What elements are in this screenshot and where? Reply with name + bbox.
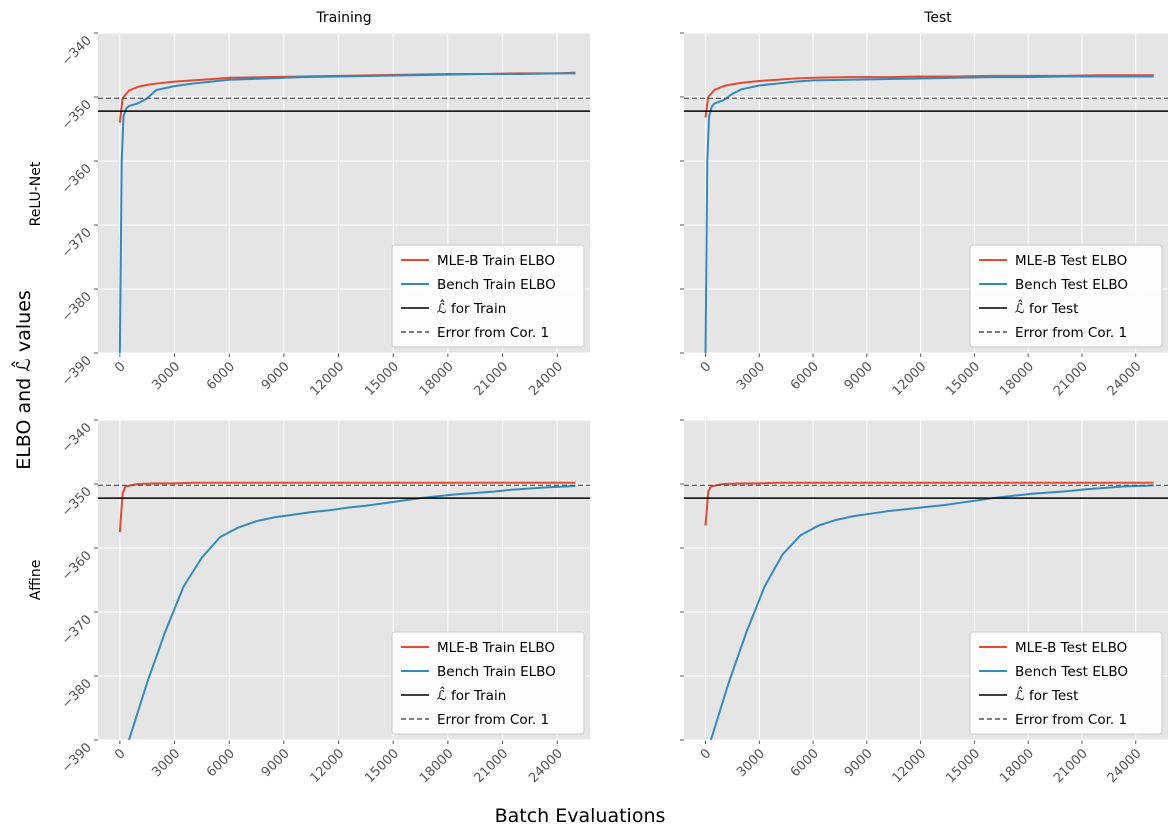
legend-entry-label: ℒ̂ for Train bbox=[437, 686, 506, 704]
x-tick-label: 24000 bbox=[526, 359, 566, 399]
y-tick-label: −390 bbox=[59, 740, 95, 776]
row-label-relu-net: ReLU-Net bbox=[28, 161, 44, 226]
series-line-bench-test-elbo bbox=[704, 75, 1154, 353]
legend-entry-label: ℒ̂ for Train bbox=[437, 299, 506, 317]
series-group bbox=[98, 481, 590, 740]
x-tick-label: 9000 bbox=[842, 746, 876, 780]
x-tick-label: 15000 bbox=[943, 746, 983, 786]
legend-entry-label: Error from Cor. 1 bbox=[1015, 712, 1127, 728]
y-tick-label: −360 bbox=[59, 161, 95, 197]
legend-entry-label: MLE-B Test ELBO bbox=[1015, 253, 1127, 269]
x-tick-label: 0 bbox=[698, 359, 714, 375]
legend: MLE-B Train ELBO Bench Train ELBO ℒ̂ for T… bbox=[391, 631, 585, 735]
x-tick-label: 0 bbox=[698, 746, 714, 762]
x-tick-label: 24000 bbox=[1105, 359, 1145, 399]
y-tick-label: −380 bbox=[59, 289, 95, 325]
y-tick-label: −370 bbox=[59, 225, 95, 261]
x-tick-label: 12000 bbox=[890, 746, 930, 786]
series-line-bench-train-elbo bbox=[118, 72, 576, 353]
series-group bbox=[684, 481, 1168, 740]
series-line-bench-train-elbo bbox=[128, 484, 576, 740]
y-tick-label: −360 bbox=[59, 548, 95, 584]
legend-entry-label: MLE-B Train ELBO bbox=[437, 253, 555, 269]
x-tick-label: 3000 bbox=[734, 746, 768, 780]
series-line-bench-test-elbo bbox=[709, 484, 1154, 740]
x-tick-label: 12000 bbox=[890, 359, 930, 399]
x-tick-label: 21000 bbox=[1051, 746, 1091, 786]
x-tick-label: 12000 bbox=[308, 746, 348, 786]
x-tick-label: 6000 bbox=[204, 746, 238, 780]
panel-relu-net-test: 0 3000 6000 9000 12000 15000 18000 21000 24000 ML… bbox=[680, 32, 1168, 399]
x-tick-label: 15000 bbox=[362, 359, 402, 399]
legend-entry-label: Bench Train ELBO bbox=[437, 277, 556, 293]
legend-box bbox=[969, 244, 1163, 348]
panel-affine-test: 0 3000 6000 9000 12000 15000 18000 21000 24000 ML… bbox=[680, 419, 1168, 786]
x-tick-label: 18000 bbox=[997, 359, 1037, 399]
legend-box bbox=[391, 631, 585, 735]
y-axis-label: ELBO and ℒ̂ values bbox=[11, 290, 35, 470]
legend-entry-label: Bench Test ELBO bbox=[1015, 277, 1128, 293]
x-axis-label: Batch Evaluations bbox=[495, 805, 666, 827]
legend: MLE-B Train ELBO Bench Train ELBO ℒ̂ for T… bbox=[391, 244, 585, 348]
x-tick-label: 21000 bbox=[1051, 359, 1091, 399]
x-tick-label: 18000 bbox=[417, 359, 457, 399]
legend-box bbox=[969, 631, 1163, 735]
panel-affine-training: 0 3000 6000 9000 12000 15000 18000 21000 24000 −3… bbox=[59, 419, 590, 786]
legend-entry-label: MLE-B Test ELBO bbox=[1015, 640, 1127, 656]
x-tick-label: 6000 bbox=[204, 359, 238, 393]
x-tick-label: 9000 bbox=[842, 359, 876, 393]
x-tick-label: 24000 bbox=[1105, 746, 1145, 786]
column-title-training: Training bbox=[315, 10, 371, 26]
y-tick-label: −350 bbox=[59, 97, 95, 133]
series-group bbox=[98, 71, 590, 353]
legend-entry-label: Error from Cor. 1 bbox=[437, 712, 549, 728]
legend-entry-label: ℒ̂ for Test bbox=[1015, 686, 1078, 704]
x-tick-label: 3000 bbox=[734, 359, 768, 393]
x-tick-label: 6000 bbox=[788, 746, 822, 780]
series-group bbox=[684, 74, 1168, 353]
x-tick-label: 3000 bbox=[149, 746, 183, 780]
column-title-test: Test bbox=[923, 10, 952, 26]
legend-entry-label: Error from Cor. 1 bbox=[1015, 325, 1127, 341]
x-tick-label: 21000 bbox=[472, 359, 512, 399]
y-tick-label: −390 bbox=[59, 353, 95, 389]
y-tick-label: −350 bbox=[59, 484, 95, 520]
legend-entry-label: ℒ̂ for Test bbox=[1015, 299, 1078, 317]
row-label-affine: Affine bbox=[28, 560, 44, 601]
y-tick-label: −380 bbox=[59, 676, 95, 712]
x-tick-label: 12000 bbox=[308, 359, 348, 399]
x-tick-label: 9000 bbox=[259, 746, 293, 780]
x-tick-label: 0 bbox=[112, 746, 128, 762]
y-tick-label: −370 bbox=[59, 612, 95, 648]
x-tick-label: 0 bbox=[112, 359, 128, 375]
legend-entry-label: Bench Train ELBO bbox=[437, 664, 556, 680]
legend-box bbox=[391, 244, 585, 348]
y-tick-label: −340 bbox=[59, 33, 95, 69]
x-tick-label: 21000 bbox=[472, 746, 512, 786]
x-tick-label: 9000 bbox=[259, 359, 293, 393]
panel-relu-net-training: 0 3000 6000 9000 12000 15000 18000 21000 24000 −3… bbox=[59, 32, 590, 399]
legend: MLE-B Test ELBO Bench Test ELBO ℒ̂ for Tes… bbox=[969, 631, 1163, 735]
x-tick-label: 3000 bbox=[149, 359, 183, 393]
legend-entry-label: MLE-B Train ELBO bbox=[437, 640, 555, 656]
legend-entry-label: Error from Cor. 1 bbox=[437, 325, 549, 341]
x-tick-label: 24000 bbox=[526, 746, 566, 786]
x-tick-label: 6000 bbox=[788, 359, 822, 393]
y-tick-label: −340 bbox=[59, 420, 95, 456]
x-tick-label: 18000 bbox=[417, 746, 457, 786]
x-tick-label: 15000 bbox=[943, 359, 983, 399]
x-tick-label: 15000 bbox=[362, 746, 402, 786]
legend-entry-label: Bench Test ELBO bbox=[1015, 664, 1128, 680]
x-tick-label: 18000 bbox=[997, 746, 1037, 786]
legend: MLE-B Test ELBO Bench Test ELBO ℒ̂ for Tes… bbox=[969, 244, 1163, 348]
